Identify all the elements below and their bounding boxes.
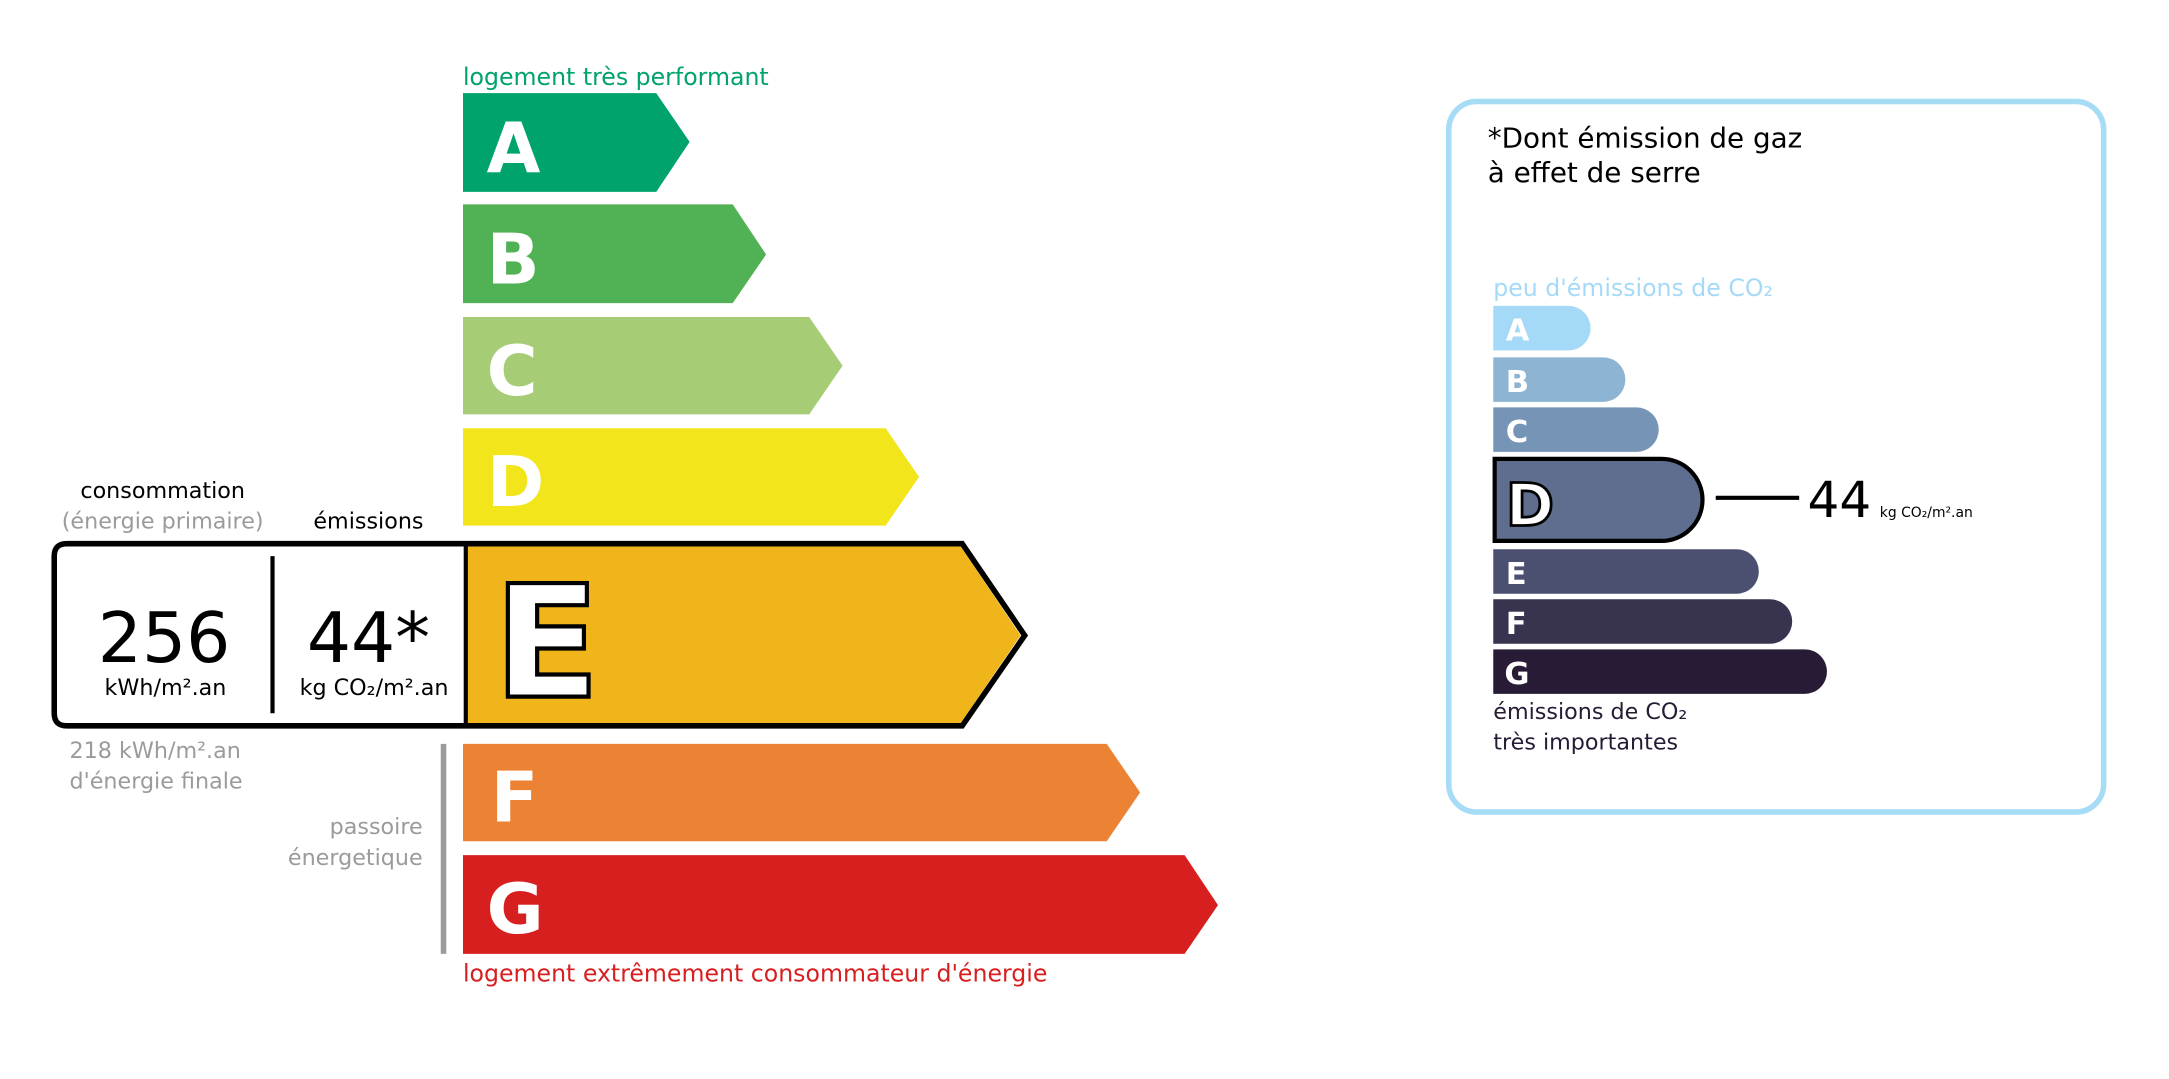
ghg-bottom-label-1: émissions de CO₂ [1493, 699, 1687, 725]
ghg-bar-g [1493, 649, 1827, 694]
ghg-letter-g: G [1504, 657, 1529, 692]
energy-class-f: F [462, 743, 1141, 842]
consumption-unit: kWh/m².an [105, 675, 227, 701]
ghg-class-e: E [1493, 549, 1759, 594]
energy-bar-c [462, 317, 843, 415]
emissions-unit: kg CO₂/m².an [300, 675, 449, 701]
energy-letter-b: B [487, 220, 540, 301]
ghg-class-c: C [1493, 407, 1659, 452]
final-energy-value: 218 kWh/m².an [70, 738, 241, 764]
ghg-letter-c: C [1506, 415, 1528, 450]
emissions-value: 44* [307, 598, 430, 679]
ghg-class-g: G [1493, 649, 1827, 694]
energy-class-c: C [462, 317, 843, 415]
energy-bar-e [467, 546, 1021, 724]
ghg-letter-b: B [1506, 365, 1529, 400]
energy-letter-a: A [487, 108, 541, 189]
energy-letter-g: G [487, 869, 544, 950]
final-energy-label: d'énergie finale [70, 768, 243, 794]
energy-bar-a [462, 93, 690, 192]
ghg-class-d-current: D 44 kg CO₂/m².an [1492, 456, 1973, 543]
ghg-value: 44 [1808, 471, 1872, 529]
ghg-class-f: F [1493, 599, 1793, 644]
passoire-bracket [440, 743, 447, 954]
energy-class-b: B [462, 204, 767, 304]
passoire-label-1: passoire [330, 814, 423, 840]
ghg-bar-c [1493, 407, 1659, 452]
ghg-letter-a: A [1506, 314, 1530, 349]
energy-class-a: A [462, 93, 690, 192]
ghg-bar-d [1492, 456, 1705, 543]
energy-letter-e: E [494, 552, 600, 734]
energy-class-e-current: E 256 kWh/m².an 44* kg CO₂/m².an [51, 540, 1029, 736]
consumption-value: 256 [98, 598, 231, 679]
energy-bar-b [462, 204, 767, 304]
ghg-letter-e: E [1506, 557, 1527, 592]
ghg-class-a: A [1493, 305, 1591, 351]
emissions-header: émissions [313, 508, 423, 534]
energy-bar-g [462, 855, 1218, 954]
consumption-sub: (énergie primaire) [62, 508, 264, 534]
energy-letter-f: F [491, 758, 538, 839]
ghg-title-2: à effet de serre [1488, 156, 1701, 189]
ghg-bar-e [1493, 549, 1759, 594]
ghg-bar-a [1493, 305, 1591, 351]
energy-letter-d: D [487, 442, 545, 523]
energy-class-d: D [462, 428, 920, 526]
ghg-unit: kg CO₂/m².an [1880, 505, 1973, 521]
ghg-bottom-label-2: très importantes [1493, 729, 1678, 755]
energy-bar-f [462, 743, 1141, 842]
energy-class-g: G [462, 855, 1218, 954]
energy-bar-d [462, 428, 920, 526]
energy-bottom-label: logement extrêmement consommateur d'éner… [463, 960, 1047, 988]
energy-letter-c: C [487, 331, 538, 412]
passoire-label-2: énergetique [288, 845, 423, 871]
ghg-bar-f [1493, 599, 1793, 644]
ghg-class-b: B [1493, 357, 1626, 402]
ghg-bar-b [1493, 357, 1626, 402]
ghg-title-1: *Dont émission de gaz [1488, 121, 1803, 154]
energy-top-label: logement très performant [463, 63, 769, 91]
ghg-letter-d: D [1506, 472, 1554, 540]
consumption-header: consommation [80, 478, 245, 504]
ghg-top-label: peu d'émissions de CO₂ [1493, 274, 1773, 302]
ghg-letter-f: F [1506, 607, 1527, 642]
